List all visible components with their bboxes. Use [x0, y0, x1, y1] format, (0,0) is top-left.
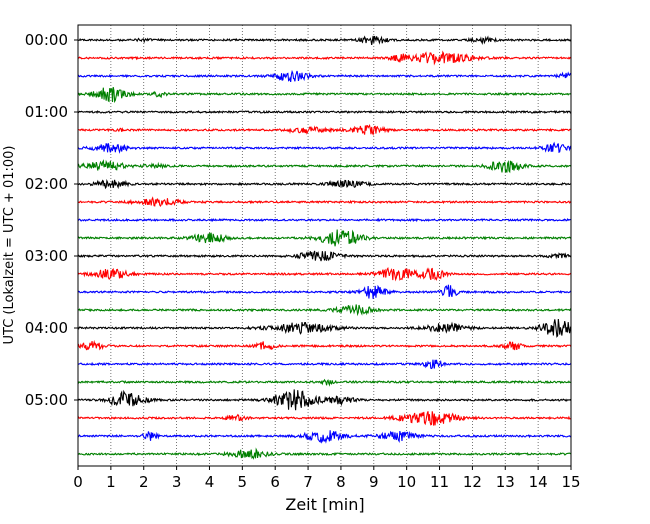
- trace-row-16: [77, 318, 572, 338]
- trace-row-12: [77, 250, 572, 262]
- y-tick-label-04:00: 04:00: [25, 319, 68, 337]
- y-axis-label: UTC (Lokalzeit = UTC + 01:00): [2, 146, 17, 345]
- y-tick-label-05:00: 05:00: [25, 391, 68, 409]
- trace-row-15: [77, 304, 572, 317]
- trace-row-11: [77, 229, 572, 247]
- x-tick-label-8: 8: [336, 473, 346, 491]
- trace-row-3: [77, 86, 572, 104]
- plot-frame: [77, 24, 572, 467]
- x-tick-label-13: 13: [496, 473, 515, 491]
- x-tick-label-4: 4: [205, 473, 215, 491]
- x-tick-label-5: 5: [238, 473, 248, 491]
- x-tick-label-12: 12: [463, 473, 482, 491]
- trace-row-14: [77, 284, 572, 299]
- trace-row-5: [77, 123, 572, 136]
- trace-row-21: [77, 411, 572, 426]
- trace-row-17: [77, 339, 572, 351]
- y-axis: 00:00 01:00 02:00 03:00 04:00 05:00: [25, 31, 78, 409]
- trace-row-7: [77, 159, 572, 174]
- y-tick-label-02:00: 02:00: [25, 175, 68, 193]
- x-tick-label-0: 0: [73, 473, 83, 491]
- x-tick-label-15: 15: [561, 473, 580, 491]
- x-tick-label-9: 9: [369, 473, 379, 491]
- x-tick-label-14: 14: [529, 473, 548, 491]
- x-axis-label: Zeit [min]: [285, 495, 364, 514]
- x-tick-label-10: 10: [397, 473, 416, 491]
- trace-row-8: [77, 178, 572, 190]
- x-tick-label-2: 2: [139, 473, 149, 491]
- trace-row-19: [77, 378, 572, 387]
- trace-row-0: [77, 35, 572, 46]
- x-tick-label-1: 1: [106, 473, 116, 491]
- x-tick-label-11: 11: [430, 473, 449, 491]
- trace-row-9: [77, 196, 572, 207]
- x-tick-label-6: 6: [270, 473, 280, 491]
- trace-layer: [77, 35, 572, 460]
- x-tick-label-3: 3: [172, 473, 182, 491]
- trace-row-13: [77, 267, 572, 282]
- y-tick-label-00:00: 00:00: [25, 31, 68, 49]
- x-tick-label-7: 7: [303, 473, 313, 491]
- y-tick-label-03:00: 03:00: [25, 247, 68, 265]
- trace-row-10: [77, 217, 572, 223]
- trace-row-23: [77, 447, 572, 460]
- trace-row-20: [77, 389, 572, 411]
- trace-row-18: [77, 359, 572, 370]
- y-tick-label-01:00: 01:00: [25, 103, 68, 121]
- x-axis: 0 1 2 3 4 5 6 7 8 9 10 11 12 13 14 15: [73, 466, 581, 491]
- trace-row-4: [77, 109, 572, 115]
- trace-row-1: [77, 50, 572, 66]
- trace-row-22: [77, 430, 572, 444]
- trace-row-6: [77, 141, 572, 154]
- trace-row-2: [77, 69, 572, 83]
